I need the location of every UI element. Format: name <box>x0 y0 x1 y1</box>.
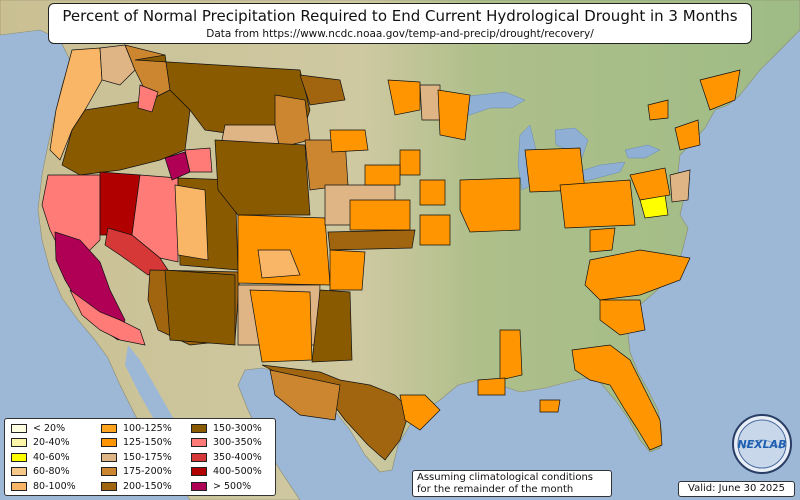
legend-swatch <box>11 481 27 491</box>
legend-item: > 500% <box>191 480 251 492</box>
legend-item: 350-400% <box>191 451 262 463</box>
legend-swatch <box>101 467 117 476</box>
nexlab-logo: NEXLAB <box>732 414 792 474</box>
climatology-note: Assuming climatological conditions for t… <box>412 470 612 497</box>
map-title: Percent of Normal Precipitation Required… <box>62 7 738 25</box>
legend-swatch <box>191 452 207 462</box>
legend-label: 300-350% <box>213 437 262 448</box>
drought-regions <box>41 44 741 461</box>
legend-label: 40-60% <box>33 451 70 463</box>
legend-label: 150-175% <box>123 451 172 463</box>
legend-label: 400-500% <box>213 466 262 477</box>
legend-swatch <box>101 423 117 433</box>
legend-label: 350-400% <box>213 451 262 463</box>
legend-swatch <box>11 438 27 447</box>
legend-label: 175-200% <box>123 466 172 477</box>
legend-label: < 20% <box>33 422 66 434</box>
legend-item: 300-350% <box>191 437 262 449</box>
legend-item: 175-200% <box>101 466 172 478</box>
legend-item: 150-175% <box>101 451 172 463</box>
legend-label: 200-150% <box>123 480 172 492</box>
legend-swatch <box>101 438 117 447</box>
title-box: Percent of Normal Precipitation Required… <box>48 3 752 44</box>
legend-item: 200-150% <box>101 480 172 492</box>
legend-item: 150-300% <box>191 422 262 434</box>
map-subtitle: Data from https://www.ncdc.noaa.gov/temp… <box>206 28 594 40</box>
note-line-2: for the remainder of the month <box>417 484 574 495</box>
legend-item: 400-500% <box>191 466 262 478</box>
legend-label: 80-100% <box>33 480 76 492</box>
legend-swatch <box>101 452 117 462</box>
valid-date: Valid: June 30 2025 <box>678 481 795 497</box>
legend-item: 60-80% <box>11 466 70 478</box>
legend-label: 125-150% <box>123 437 172 448</box>
legend-item: 125-150% <box>101 437 172 449</box>
note-line-1: Assuming climatological conditions <box>417 472 593 483</box>
legend-swatch <box>191 467 207 476</box>
legend-swatch <box>11 467 27 476</box>
legend-label: 100-125% <box>123 422 172 434</box>
legend-label: 20-40% <box>33 437 70 448</box>
legend-item: 40-60% <box>11 451 70 463</box>
legend-item: 80-100% <box>11 480 76 492</box>
legend-swatch <box>191 438 207 447</box>
legend-label: 150-300% <box>213 422 262 434</box>
legend-swatch <box>191 423 207 433</box>
legend-swatch <box>101 481 117 491</box>
legend-swatch <box>191 481 207 491</box>
legend-item: 100-125% <box>101 422 172 434</box>
legend: < 20% 20-40% 40-60% 60-80% 80-100% 100-125% 12… <box>4 418 276 496</box>
legend-label: 60-80% <box>33 466 70 477</box>
legend-item: < 20% <box>11 422 65 434</box>
legend-swatch <box>11 452 27 462</box>
legend-swatch <box>11 423 27 433</box>
logo-text: NEXLAB <box>737 438 786 451</box>
legend-label: > 500% <box>213 480 252 492</box>
legend-item: 20-40% <box>11 437 70 449</box>
